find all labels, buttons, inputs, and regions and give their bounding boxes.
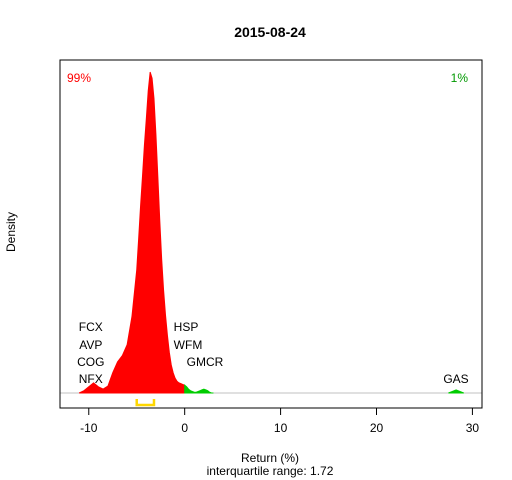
iqr-bracket — [135, 399, 156, 407]
x-tick-label: 0 — [181, 421, 188, 435]
share-negative-label: 99% — [67, 71, 91, 85]
ticker-labels: FCX AVP COG NFX HSP WFM GMCR GAS — [77, 320, 469, 386]
ticker-label-positive: GAS — [443, 372, 468, 386]
density-area-negative — [78, 71, 186, 394]
ticker-label-negative: AVP — [79, 338, 102, 352]
ticker-label-positive: GMCR — [187, 355, 224, 369]
ticker-label-negative: COG — [77, 355, 104, 369]
ticker-label-positive: WFM — [174, 338, 203, 352]
ticker-label-negative: FCX — [79, 320, 103, 334]
ticker-label-positive: HSP — [174, 320, 199, 334]
density-area-positive — [184, 384, 464, 394]
chart-title: 2015-08-24 — [234, 24, 306, 40]
y-axis-label: Density — [4, 212, 18, 252]
share-positive-label: 1% — [451, 71, 469, 85]
chart-subtitle: interquartile range: 1.72 — [207, 464, 334, 478]
x-axis-label: Return (%) — [241, 451, 299, 465]
ticker-label-negative: NFX — [79, 372, 103, 386]
x-tick-label: 30 — [466, 421, 480, 435]
x-tick-label: 20 — [370, 421, 384, 435]
x-tick-label: -10 — [80, 421, 98, 435]
plot-area — [60, 71, 482, 407]
x-tick-label: 10 — [274, 421, 288, 435]
x-axis: -10 0 10 20 30 — [80, 407, 480, 435]
